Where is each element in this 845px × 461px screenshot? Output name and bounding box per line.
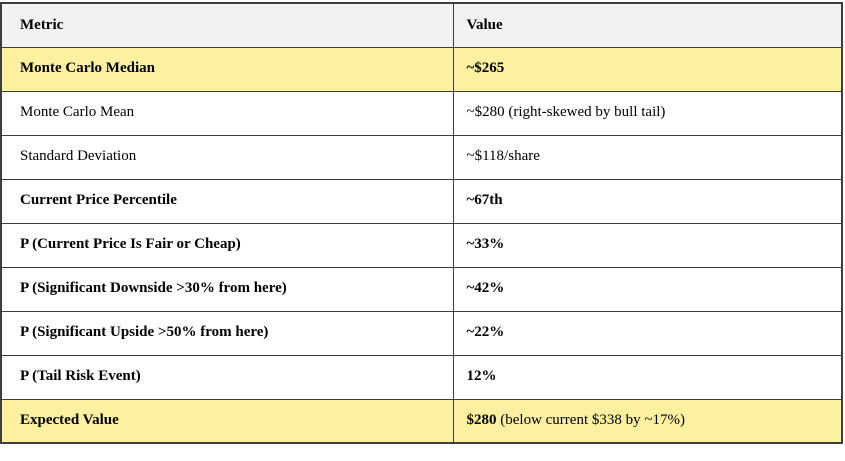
metric-cell: P (Current Price Is Fair or Cheap) — [0, 222, 454, 268]
value-cell: ~67th — [452, 178, 843, 224]
metric-cell: Current Price Percentile — [0, 178, 454, 224]
metrics-table: Metric Value Monte Carlo Median ~$265 Mo… — [0, 2, 843, 444]
metric-cell: P (Significant Upside >50% from here) — [0, 310, 454, 356]
table-row: P (Significant Downside >30% from here) … — [0, 266, 843, 312]
metric-cell: P (Tail Risk Event) — [0, 354, 454, 400]
value-cell: $280 (below current $338 by ~17%) — [452, 398, 843, 444]
table-row: Standard Deviation ~$118/share — [0, 134, 843, 180]
value-cell: ~$118/share — [452, 134, 843, 180]
metric-cell: Standard Deviation — [0, 134, 454, 180]
table-row: Expected Value $280 (below current $338 … — [0, 398, 843, 444]
column-header-value: Value — [452, 2, 843, 48]
metric-cell: Monte Carlo Mean — [0, 90, 454, 136]
table-row: P (Current Price Is Fair or Cheap) ~33% — [0, 222, 843, 268]
value-regular-part: (below current $338 by ~17%) — [496, 412, 685, 429]
table-row: P (Significant Upside >50% from here) ~2… — [0, 310, 843, 356]
metric-cell: Monte Carlo Median — [0, 46, 454, 92]
value-cell: ~33% — [452, 222, 843, 268]
table-row: Current Price Percentile ~67th — [0, 178, 843, 224]
table-header-row: Metric Value — [0, 2, 843, 48]
column-header-metric: Metric — [0, 2, 454, 48]
metric-cell: Expected Value — [0, 398, 454, 444]
table-row: Monte Carlo Median ~$265 — [0, 46, 843, 92]
table-row: Monte Carlo Mean ~$280 (right-skewed by … — [0, 90, 843, 136]
value-bold-part: $280 — [466, 412, 497, 429]
value-cell: 12% — [452, 354, 843, 400]
value-cell: ~$265 — [452, 46, 843, 92]
value-cell: ~22% — [452, 310, 843, 356]
value-cell: ~42% — [452, 266, 843, 312]
table-row: P (Tail Risk Event) 12% — [0, 354, 843, 400]
value-cell: ~$280 (right-skewed by bull tail) — [452, 90, 843, 136]
metric-cell: P (Significant Downside >30% from here) — [0, 266, 454, 312]
